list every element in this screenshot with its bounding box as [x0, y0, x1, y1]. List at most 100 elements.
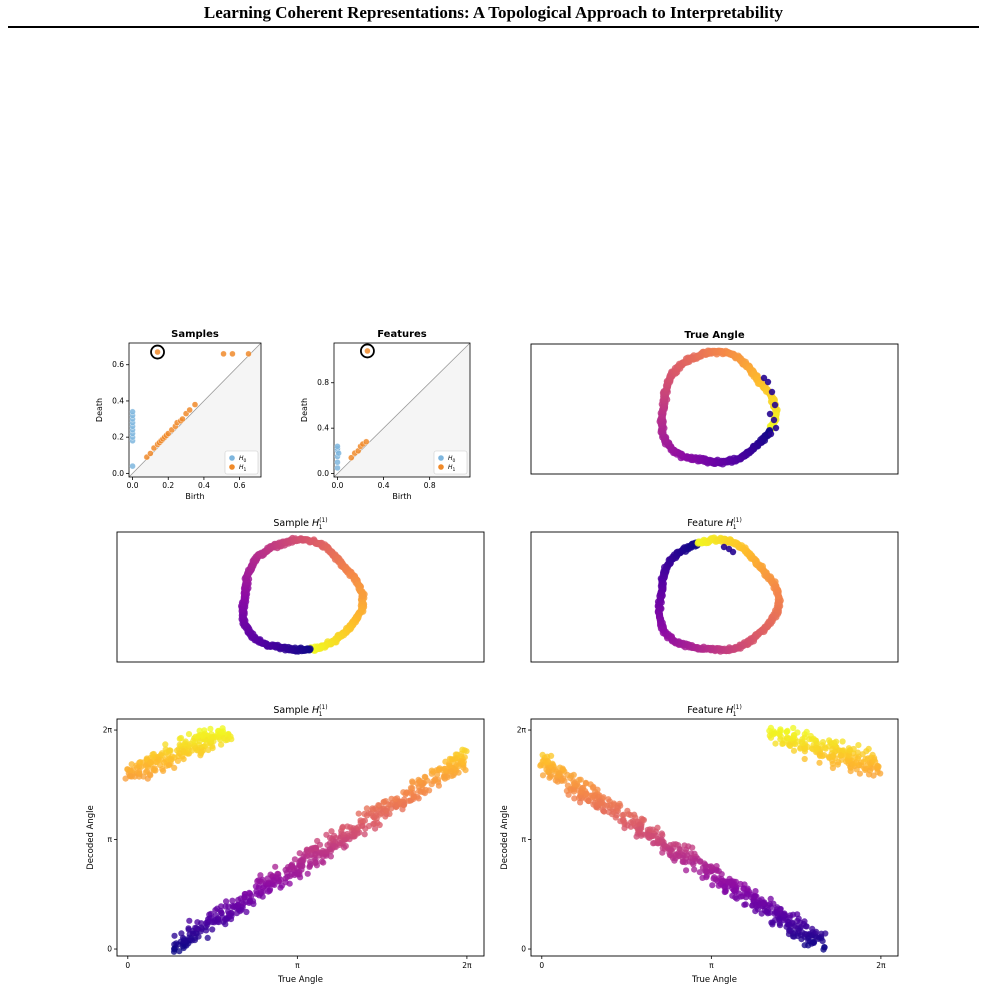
scatter-point: [227, 733, 234, 740]
scatter-point: [266, 887, 273, 894]
y-axis-label: Decoded Angle: [500, 805, 510, 870]
scatter-point: [658, 830, 665, 837]
scatter-point: [128, 761, 135, 768]
scatter-point: [771, 910, 778, 917]
x-tick-label: π: [295, 961, 300, 970]
legend-marker-h0: [438, 455, 444, 461]
scatter-point: [649, 826, 656, 833]
scatter-point: [690, 861, 697, 868]
scatter-point: [819, 739, 827, 746]
scatter-point: [211, 917, 218, 924]
scatter-point: [784, 727, 791, 735]
y-tick-label: 2π: [517, 726, 527, 735]
scatter-point: [312, 845, 319, 852]
pd-point-h1: [363, 438, 370, 445]
pd-point-h0: [129, 408, 136, 416]
scatter-point: [839, 738, 846, 745]
scatter-point: [821, 944, 828, 951]
pd-point-h1: [220, 350, 227, 358]
scatter-point: [544, 757, 551, 764]
x-tick-label: 0.4: [198, 481, 210, 490]
pd-point-h1: [147, 450, 154, 457]
scatter-point: [165, 747, 173, 754]
scatter-point: [374, 819, 381, 827]
ring-outlier-point: [772, 424, 780, 432]
legend-label-h0: H0: [239, 455, 247, 464]
scatter-point: [277, 884, 284, 891]
ring-outlier-point: [770, 416, 778, 424]
scatter-point: [779, 740, 786, 748]
scatter-point: [590, 801, 597, 808]
scatter-point: [442, 758, 449, 765]
x-tick-label: 2π: [876, 961, 886, 970]
scatter-point: [354, 830, 361, 837]
panel-title: Features: [377, 329, 427, 340]
legend-marker-h0: [229, 455, 235, 461]
scatter-point: [142, 762, 150, 769]
scatter-point: [752, 908, 759, 915]
pd-point-h1: [191, 401, 199, 408]
y-tick-label: 0.2: [112, 433, 124, 442]
scatter-point: [819, 753, 826, 760]
scatter-point: [769, 921, 776, 928]
scatter-point: [776, 922, 784, 929]
scatter-point: [331, 832, 338, 839]
scatter-point: [794, 932, 801, 940]
y-tick-label: 0.0: [317, 469, 329, 478]
scatter-point: [355, 810, 362, 817]
feature-decoded-panel: 0 0 π π 2π 2π Feature H(1) 1 True Angle Decoded A…: [500, 704, 899, 985]
ring-point: [358, 592, 366, 600]
scatter-point: [830, 752, 837, 759]
scatter-point: [760, 899, 767, 907]
scatter-point: [369, 806, 376, 813]
ring-outlier-point: [729, 548, 737, 556]
pd-point-h0: [129, 462, 136, 470]
y-tick-label: 0: [107, 945, 112, 954]
scatter-point: [180, 756, 187, 763]
scatter-point: [546, 774, 553, 781]
scatter-point: [829, 746, 836, 753]
scatter-point: [846, 752, 853, 759]
scatter-point: [142, 768, 150, 776]
scatter-point: [787, 742, 794, 750]
x-tick-label: 0.0: [127, 481, 139, 490]
scatter-point: [243, 908, 250, 916]
pd-point-h1: [154, 348, 161, 356]
scatter-point: [190, 737, 197, 745]
scatter-point: [255, 885, 262, 892]
y-tick-label: 0.4: [112, 396, 124, 405]
scatter-point: [619, 817, 627, 824]
scatter-point: [318, 858, 325, 865]
scatter-point: [744, 885, 751, 892]
scatter-point: [277, 876, 284, 884]
scatter-point: [171, 932, 178, 939]
scatter-point: [645, 831, 652, 839]
scatter-point: [565, 791, 572, 798]
y-tick-label: 2π: [103, 726, 113, 735]
ring-outlier-point: [766, 410, 774, 418]
scatter-point: [577, 799, 584, 806]
scatter-point: [223, 916, 230, 923]
scatter-point: [539, 772, 547, 779]
scatter-point: [339, 823, 346, 831]
scatter-point: [654, 824, 661, 831]
scatter-point: [181, 937, 188, 945]
scatter-point: [598, 799, 605, 806]
scatter-point: [316, 841, 324, 848]
scatter-point: [291, 856, 298, 863]
scatter-point: [636, 827, 643, 834]
scatter-point: [696, 869, 703, 876]
scatter-point: [428, 767, 435, 774]
pd-point-h0: [334, 459, 341, 466]
y-tick-label: 0: [521, 945, 526, 954]
scatter-point: [194, 919, 201, 926]
scatter-point: [382, 807, 389, 814]
scatter-point: [672, 852, 680, 859]
scatter-point: [684, 852, 691, 859]
scatter-point: [178, 930, 185, 937]
ring-point: [774, 592, 782, 600]
scatter-point: [410, 793, 417, 800]
scatter-point: [341, 836, 348, 843]
scatter-point: [127, 773, 134, 780]
